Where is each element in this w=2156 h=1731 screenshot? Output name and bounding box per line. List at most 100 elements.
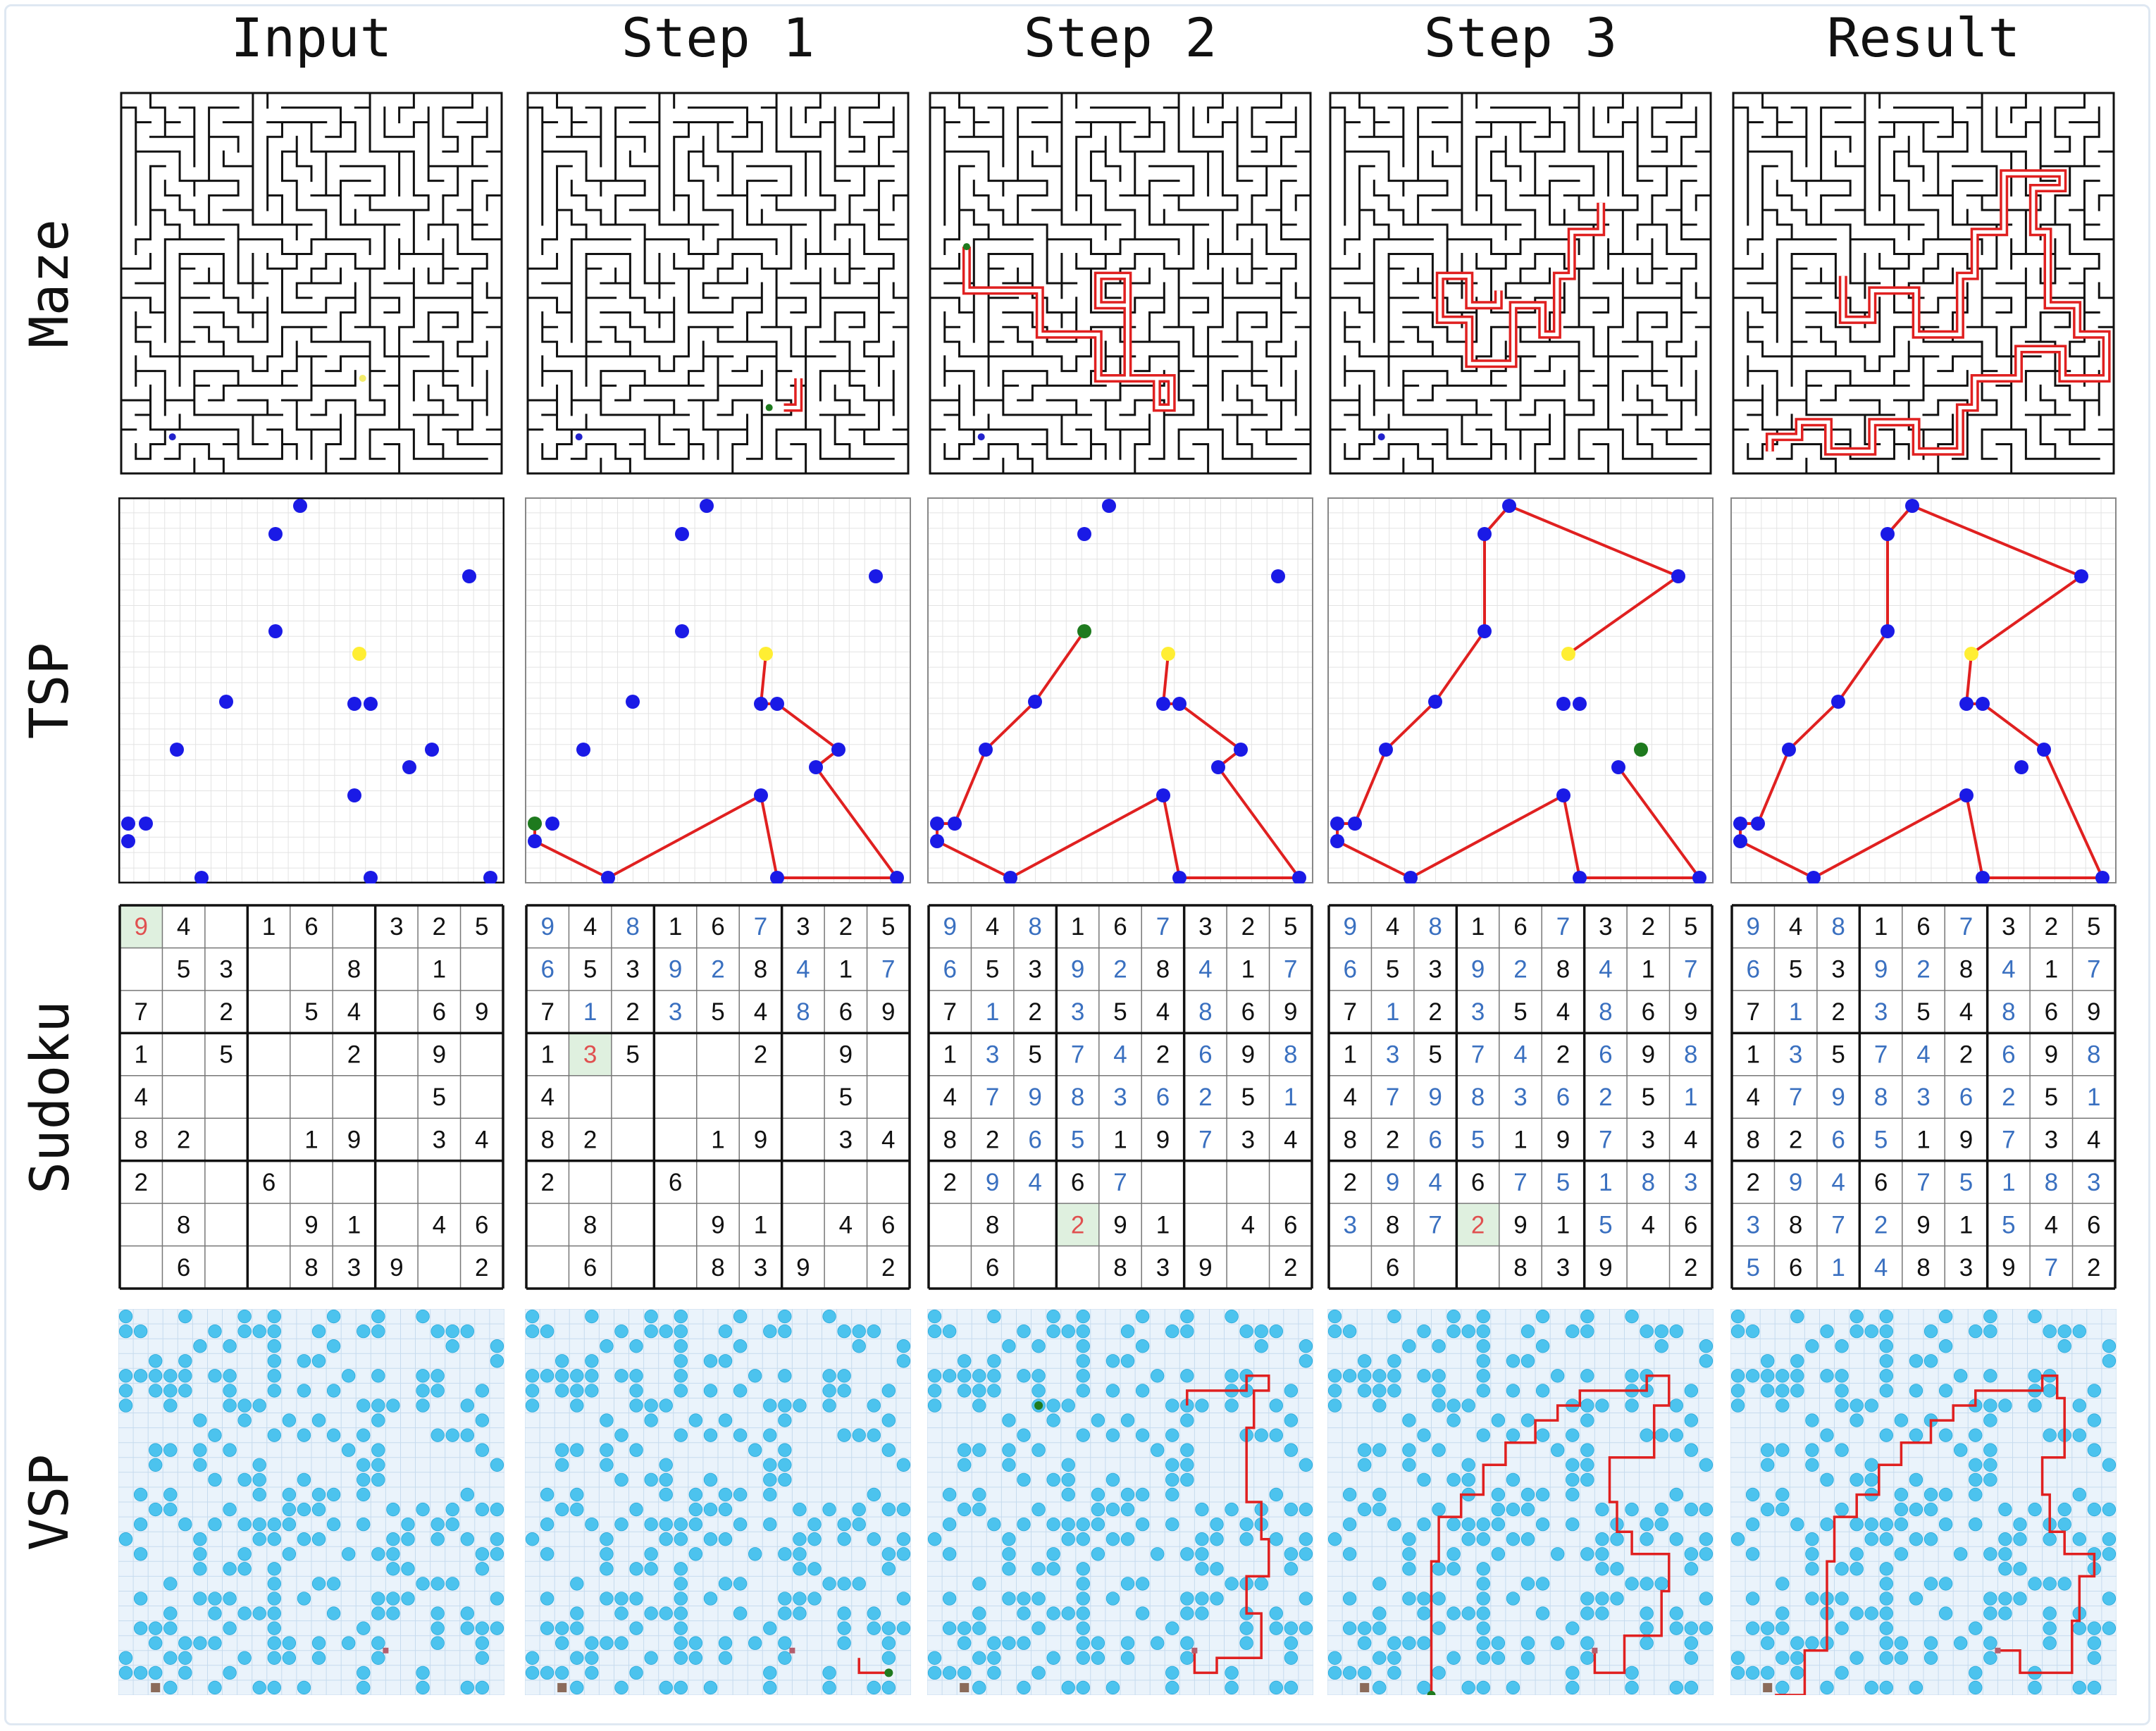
- figure-frame: [4, 4, 2150, 1725]
- sudoku-given-digit: 3: [1642, 1126, 1655, 1153]
- vsp-obstacle: [614, 1680, 628, 1695]
- vsp-obstacle: [2087, 1443, 2102, 1457]
- vsp-obstacle: [1640, 1428, 1654, 1442]
- vsp-obstacle: [793, 1562, 807, 1576]
- tsp-city: [754, 788, 768, 802]
- vsp-obstacle: [1076, 1592, 1090, 1606]
- tsp-city: [1330, 834, 1344, 848]
- tsp-start-city: [759, 647, 773, 661]
- vsp-obstacle: [1476, 1562, 1490, 1576]
- vsp-obstacle: [326, 1309, 341, 1324]
- vsp-obstacle: [793, 1398, 807, 1413]
- vsp-obstacle: [1151, 1369, 1165, 1383]
- sudoku-given-digit: 4: [1684, 1126, 1697, 1153]
- vsp-obstacle: [1879, 1324, 1893, 1339]
- sudoku-filled-digit: 6: [1831, 1126, 1845, 1153]
- vsp-obstacle: [386, 1592, 400, 1606]
- vsp-obstacle: [614, 1636, 628, 1650]
- vsp-obstacle: [1476, 1354, 1490, 1368]
- vsp-obstacle: [896, 1339, 911, 1353]
- vsp-obstacle: [430, 1428, 445, 1442]
- vsp-obstacle: [958, 1502, 972, 1517]
- tsp-current-city: [1077, 624, 1091, 638]
- vsp-obstacle: [386, 1532, 400, 1546]
- vsp-obstacle: [1491, 1636, 1506, 1650]
- vsp-obstacle: [1938, 1384, 1953, 1398]
- vsp-obstacle: [1879, 1680, 1893, 1695]
- vsp-obstacle: [703, 1354, 718, 1368]
- sudoku-given-digit: 4: [986, 913, 999, 941]
- vsp-obstacle: [1580, 1606, 1594, 1620]
- sudoku-filled-digit: 9: [1789, 1169, 1802, 1196]
- vsp-obstacle: [942, 1547, 957, 1561]
- tsp-city: [121, 834, 135, 848]
- sudoku-filled-digit: 3: [2087, 1169, 2100, 1196]
- vsp-obstacle: [867, 1680, 881, 1695]
- sudoku-filled-digit: 6: [943, 956, 956, 984]
- vsp-obstacle: [958, 1458, 972, 1472]
- vsp-obstacle: [311, 1487, 326, 1502]
- sudoku-given-digit: 8: [304, 1254, 318, 1282]
- vsp-obstacle: [674, 1651, 688, 1665]
- sudoku-filled-digit: 6: [1198, 1041, 1212, 1069]
- vsp-obstacle: [1983, 1398, 1997, 1413]
- vsp-obstacle: [208, 1636, 222, 1650]
- sudoku-given-digit: 3: [433, 1126, 446, 1153]
- vsp-obstacle: [1284, 1384, 1299, 1398]
- vsp-obstacle: [1269, 1606, 1283, 1620]
- vsp-obstacle: [237, 1413, 252, 1427]
- sudoku-given-digit: 5: [626, 1041, 639, 1069]
- sudoku-given-digit: 1: [1874, 913, 1888, 941]
- vsp-obstacle: [267, 1428, 281, 1442]
- vsp-obstacle: [2102, 1458, 2117, 1472]
- sudoku-given-digit: 9: [2002, 1254, 2015, 1282]
- sudoku-given-digit: 5: [433, 1084, 446, 1111]
- vsp-obstacle: [1684, 1680, 1699, 1695]
- tsp-city: [2037, 743, 2051, 757]
- tsp-city: [1905, 499, 1919, 513]
- vsp-obstacle: [1017, 1369, 1031, 1383]
- sudoku-filled-digit: 2: [1513, 956, 1527, 984]
- sudoku-filled-digit: 4: [1513, 1041, 1527, 1069]
- sudoku-filled-digit: 5: [1071, 1126, 1084, 1153]
- vsp-obstacle: [1002, 1443, 1016, 1457]
- vsp-obstacle: [311, 1413, 326, 1427]
- sudoku-given-digit: 4: [1789, 913, 1802, 941]
- sudoku-given-digit: 8: [177, 1211, 190, 1239]
- vsp-obstacle: [1580, 1443, 1594, 1457]
- vsp-obstacle: [1520, 1636, 1535, 1650]
- vsp-obstacle: [2057, 1324, 2071, 1339]
- vsp-obstacle: [2043, 1636, 2057, 1650]
- vsp-obstacle: [837, 1606, 851, 1620]
- vsp-obstacle: [326, 1487, 341, 1502]
- vsp-obstacle: [1031, 1339, 1046, 1353]
- tsp-city: [364, 871, 378, 883]
- vsp-obstacle: [852, 1339, 866, 1353]
- vsp-obstacle: [1180, 1651, 1194, 1665]
- vsp-obstacle: [1432, 1562, 1446, 1576]
- vsp-obstacle: [1446, 1472, 1461, 1487]
- vsp-obstacle: [1879, 1369, 1893, 1383]
- vsp-obstacle: [600, 1413, 614, 1427]
- vsp-obstacle: [867, 1324, 881, 1339]
- sudoku-filled-digit: 3: [1916, 1084, 1930, 1111]
- vsp-obstacle: [371, 1636, 385, 1650]
- tsp-city: [1692, 871, 1706, 883]
- vsp-obstacle: [972, 1443, 986, 1457]
- vsp-obstacle: [644, 1651, 658, 1665]
- vsp-obstacle: [475, 1384, 490, 1398]
- vsp-obstacle: [1446, 1562, 1461, 1576]
- sudoku-filled-digit: 2: [1916, 956, 1930, 984]
- tsp-route-edge: [1970, 575, 2083, 655]
- vsp-obstacle: [1373, 1443, 1387, 1457]
- vsp-obstacle: [460, 1680, 474, 1695]
- vsp-obstacle: [1535, 1309, 1550, 1324]
- vsp-obstacle: [1745, 1665, 1760, 1680]
- vsp-obstacle: [942, 1324, 957, 1339]
- vsp-obstacle: [1520, 1413, 1535, 1427]
- vsp-obstacle: [1820, 1324, 1834, 1339]
- vsp-obstacle: [1358, 1621, 1372, 1635]
- sudoku-box-lines: [1327, 904, 1714, 1290]
- vsp-obstacle: [1225, 1502, 1239, 1517]
